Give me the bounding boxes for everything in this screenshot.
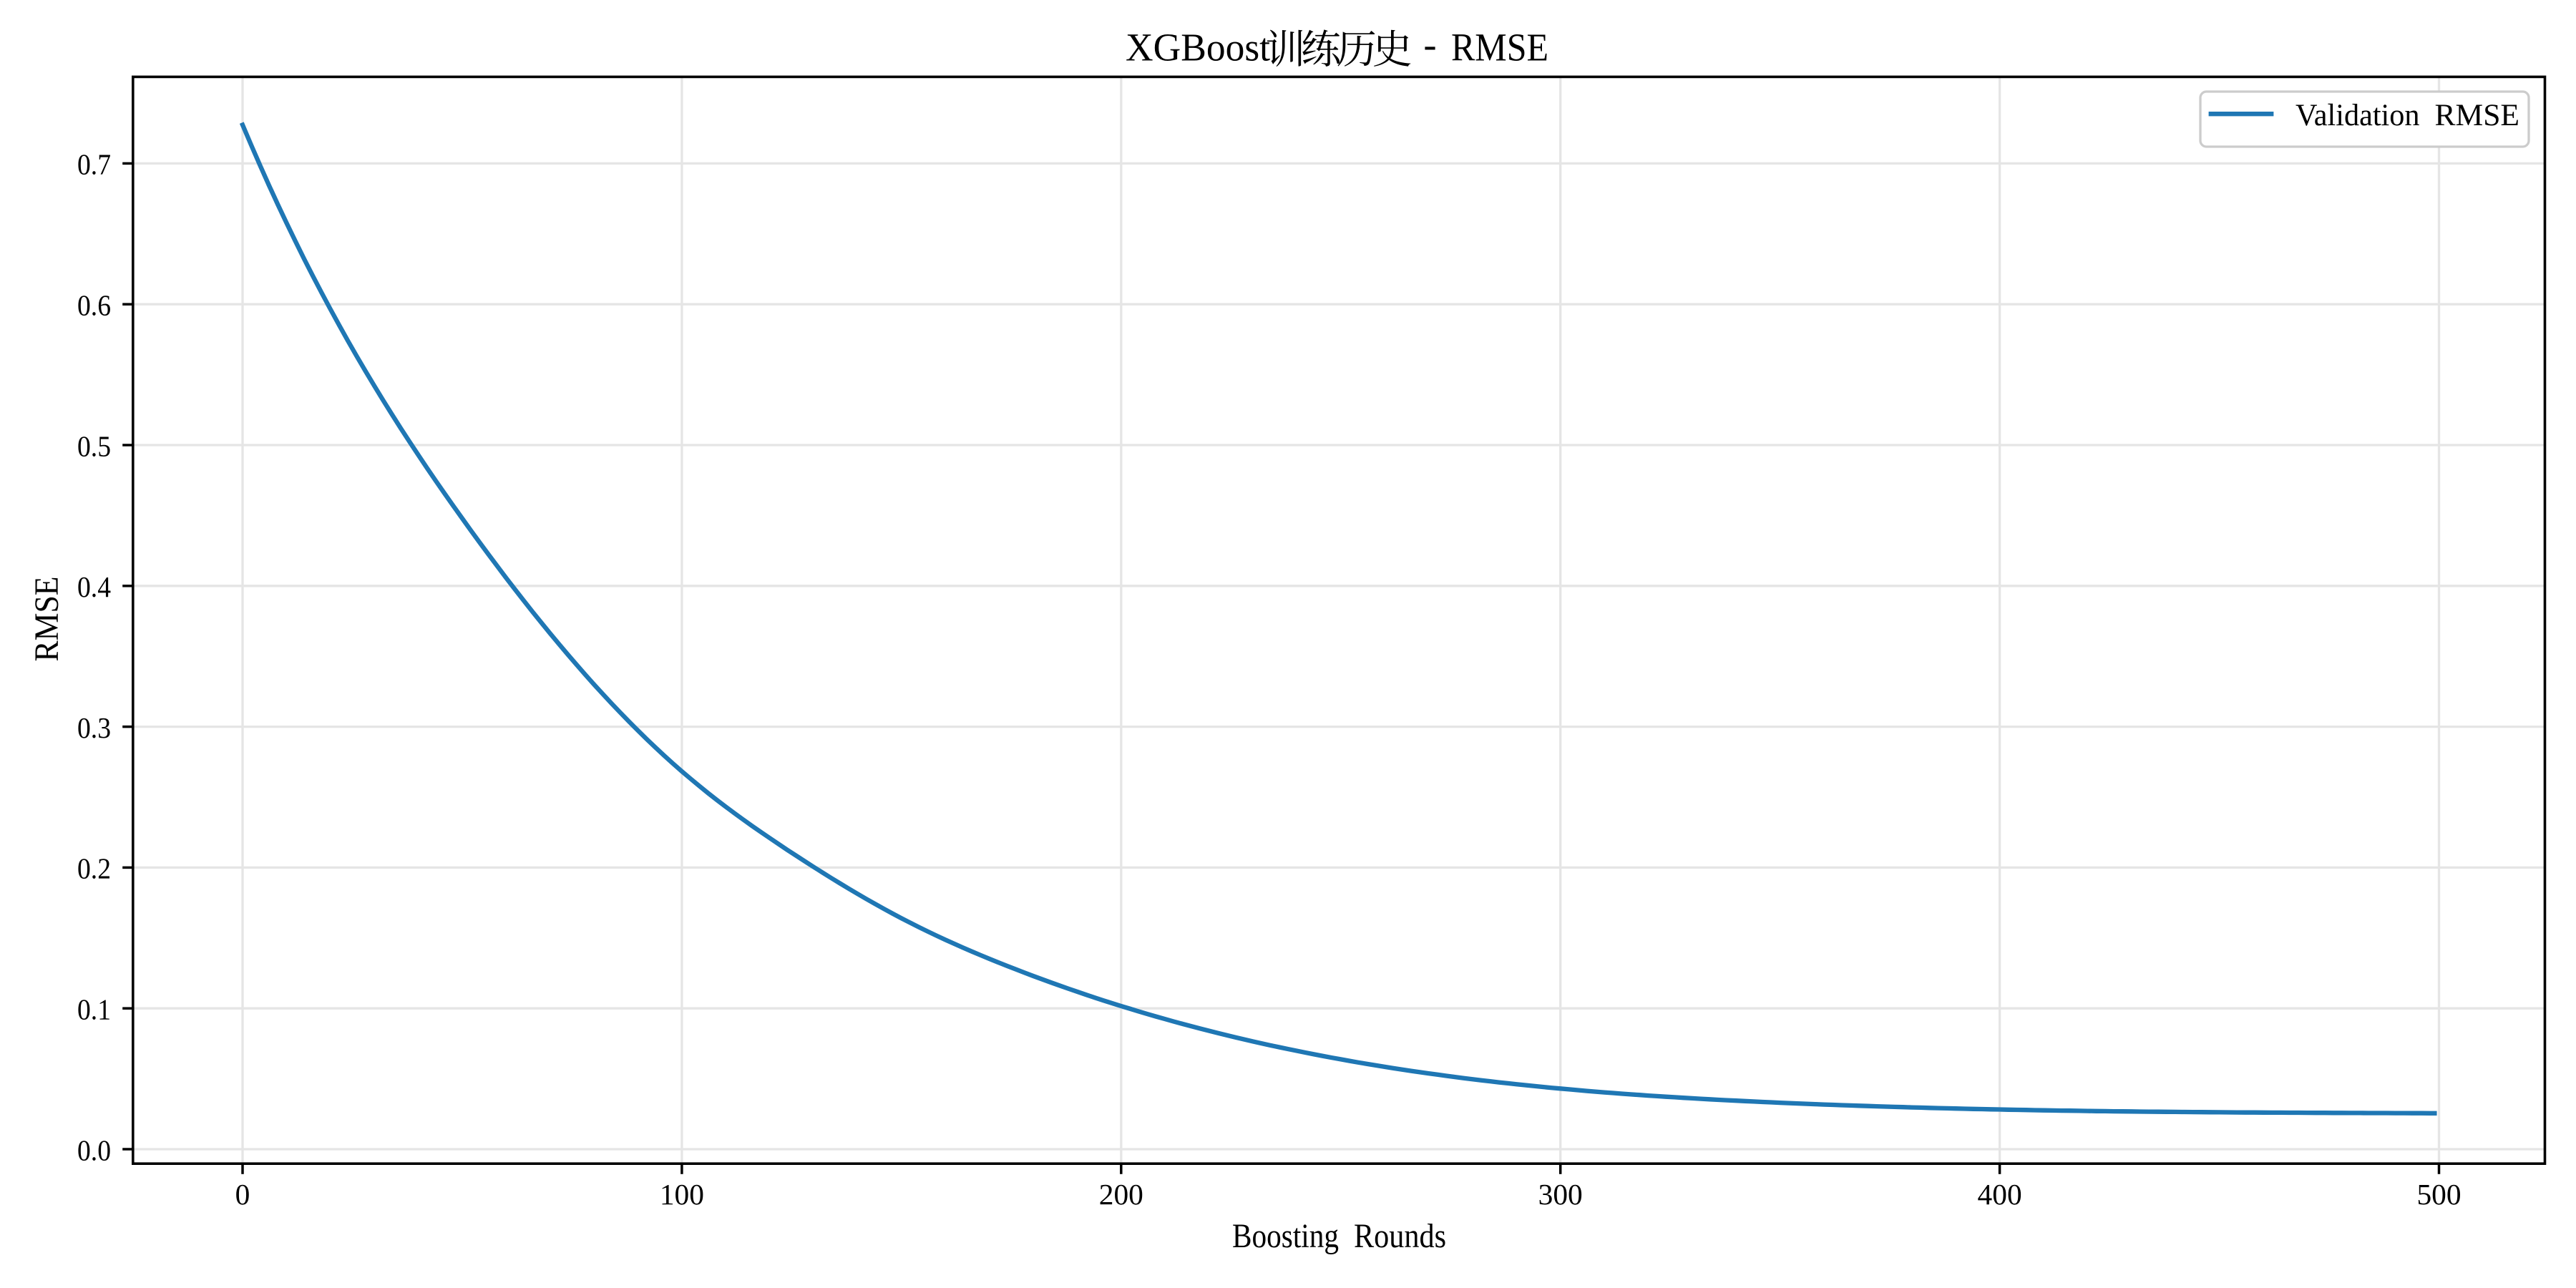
svg-text:0.3: 0.3 [77,711,111,744]
svg-text:500: 500 [2416,1178,2461,1211]
svg-text:RMSE: RMSE [28,577,66,662]
svg-text:-: - [1423,22,1436,66]
svg-text:100: 100 [660,1178,704,1211]
svg-text:0.2: 0.2 [77,852,111,885]
svg-text:0.1: 0.1 [77,993,111,1026]
svg-text:0.0: 0.0 [77,1133,111,1166]
svg-text:XGBoost: XGBoost [1126,25,1270,69]
svg-text:RMSE: RMSE [1451,25,1548,69]
svg-text:0.7: 0.7 [77,148,111,181]
svg-text:Boosting: Boosting [1232,1217,1339,1255]
svg-text:300: 300 [1538,1178,1583,1211]
svg-text:0.5: 0.5 [77,429,111,462]
svg-text:RMSE: RMSE [2435,98,2520,132]
svg-text:Rounds: Rounds [1354,1217,1446,1255]
svg-text:0.4: 0.4 [77,570,111,603]
svg-text:200: 200 [1099,1178,1143,1211]
svg-text:Validation: Validation [2296,98,2420,132]
svg-text:0.6: 0.6 [77,289,111,322]
svg-text:0: 0 [235,1178,250,1211]
svg-text:400: 400 [1978,1178,2022,1211]
